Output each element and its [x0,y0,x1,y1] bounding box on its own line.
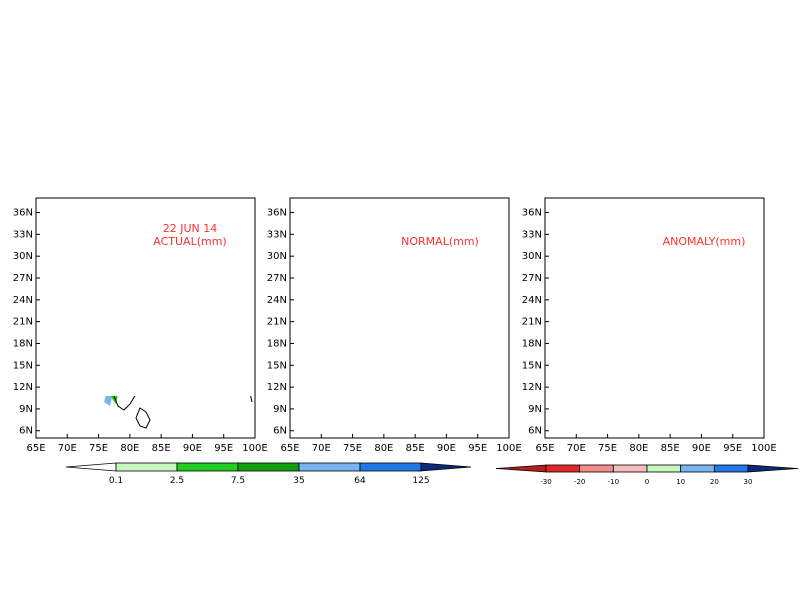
colorbar-segment [237,462,300,472]
y-tick-label: 36N [267,208,287,219]
colorbar-segment [612,464,648,473]
colorbar-segment [115,462,178,472]
colorbar-label: 64 [354,476,366,486]
colorbar-label: -30 [540,478,551,486]
x-tick-label: 65E [535,443,554,454]
colorbar-segment [713,464,749,473]
colorbar-segment [65,462,117,472]
y-tick-label: 27N [267,273,287,284]
x-tick-label: 100E [751,443,776,454]
y-tick-label: 15N [13,360,33,371]
date-label: 22 JUN 14 [163,222,218,235]
colorbar-rainfall: 0.1 2.5 7.5 35 64 125 [65,462,472,486]
colorbar-label: 20 [710,478,719,486]
x-tick-label: 75E [89,443,108,454]
x-tick-label: 75E [598,443,617,454]
colorbar-label: -20 [574,478,585,486]
x-tick-label: 90E [692,443,711,454]
y-tick-label: 18N [267,338,287,349]
x-tick-label: 90E [437,443,456,454]
panel-actual: 65E 70E 75E 80E 85E 90E 95E 100E 36N 33N 30N 27N 24N… [13,197,268,454]
colorbar-segment [298,462,361,472]
colorbar-label: 7.5 [231,476,245,486]
colorbar-segment [359,462,422,472]
colorbar-segment [545,464,581,473]
colorbar-segment [680,464,715,473]
y-tick-label: 24N [522,295,542,306]
colorbar-label: 30 [744,478,753,486]
y-tick-label: 30N [13,251,33,262]
y-tick-label: 12N [13,382,33,393]
y-tick-label: 36N [522,208,542,219]
x-tick-label: 95E [214,443,233,454]
y-tick-label: 18N [522,338,542,349]
x-tick-label: 80E [120,443,139,454]
colorbar-segment [579,464,614,473]
y-tick-label: 6N [19,426,33,437]
colorbar-label: 0.1 [109,476,123,486]
x-tick-label: 65E [280,443,299,454]
x-tick-label: 90E [183,443,202,454]
y-tick-label: 21N [522,317,542,328]
colorbar-segment [176,462,239,472]
x-tick-label: 95E [723,443,742,454]
colorbar-segment [747,464,799,473]
actual-label: ACTUAL(mm) [153,235,226,248]
y-tick-label: 24N [13,295,33,306]
y-tick-label: 27N [13,273,33,284]
colorbar-label: 125 [412,476,429,486]
colorbar-label: -10 [608,478,619,486]
y-tick-label: 6N [273,426,287,437]
colorbar-segment [420,462,472,472]
frame-normal [289,197,510,439]
y-tick-label: 15N [522,360,542,371]
frame-actual [35,197,256,439]
colorbar-segment [495,464,547,473]
x-tick-label: 100E [242,443,267,454]
x-tick-label: 70E [312,443,331,454]
y-tick-label: 15N [267,360,287,371]
y-tick-label: 9N [528,404,542,415]
anomaly-label: ANOMALY(mm) [663,235,746,248]
colorbar-label: 10 [676,478,685,486]
y-tick-label: 30N [522,251,542,262]
x-tick-label: 70E [567,443,586,454]
frame-anomaly [544,197,765,439]
y-tick-label: 33N [522,229,542,240]
y-tick-label: 21N [267,317,287,328]
colorbar-label: 2.5 [170,476,184,486]
y-tick-label: 30N [267,251,287,262]
panel-normal: 65E 70E 75E 80E 85E 90E 95E 100E 36N 33N 30N 27N 24N… [267,197,522,454]
y-tick-label: 12N [267,382,287,393]
y-tick-label: 18N [13,338,33,349]
y-tick-label: 27N [522,273,542,284]
y-tick-label: 24N [267,295,287,306]
panel-anomaly: 65E 70E 75E 80E 85E 90E 95E 100E 36N 33N 30N 27N 24N… [522,197,777,454]
y-tick-label: 21N [13,317,33,328]
y-tick-label: 9N [273,404,287,415]
colorbar-anomaly: -30 -20 -10 0 10 20 30 [495,464,799,486]
y-tick-label: 33N [267,229,287,240]
x-tick-label: 70E [58,443,77,454]
y-tick-label: 6N [528,426,542,437]
x-tick-label: 85E [661,443,680,454]
x-tick-label: 85E [406,443,425,454]
colorbar-label: 0 [645,478,649,486]
x-tick-label: 65E [26,443,45,454]
x-tick-label: 80E [629,443,648,454]
colorbar-segment [646,464,682,473]
y-tick-label: 12N [522,382,542,393]
x-tick-label: 95E [468,443,487,454]
x-tick-label: 85E [152,443,171,454]
y-tick-label: 33N [13,229,33,240]
x-tick-label: 100E [496,443,521,454]
normal-label: NORMAL(mm) [401,235,479,248]
colorbar-label: 35 [293,476,304,486]
y-tick-label: 9N [19,404,33,415]
rainfall-shading-actual [104,396,118,406]
y-tick-label: 36N [13,208,33,219]
x-tick-label: 80E [374,443,393,454]
x-tick-label: 75E [343,443,362,454]
